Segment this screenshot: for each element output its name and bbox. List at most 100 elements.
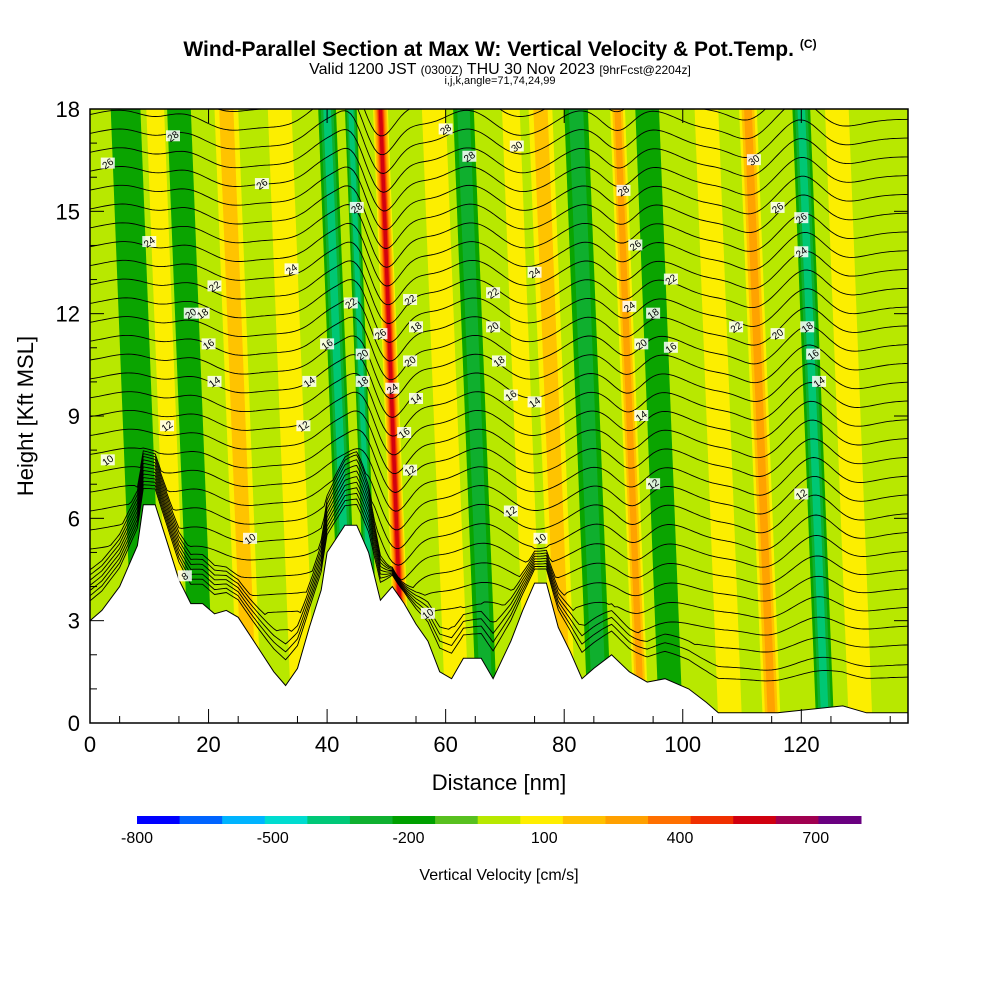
theta-contour-label: 14 bbox=[302, 375, 318, 391]
theta-contour-label: 26 bbox=[101, 156, 117, 172]
theta-contour-label: 18 bbox=[356, 375, 372, 391]
theta-contour bbox=[90, 462, 908, 581]
theta-contour-label: 12 bbox=[403, 463, 419, 479]
theta-contour-label: 26 bbox=[255, 177, 271, 193]
theta-contour bbox=[90, 451, 908, 531]
velocity-band bbox=[694, 109, 742, 723]
colorbar-swatch bbox=[179, 816, 223, 824]
colorbar-tick-label: 100 bbox=[531, 830, 558, 847]
theta-contour bbox=[90, 391, 908, 456]
theta-contour-labels: 28 26 26 28 28 28 30 28 30 26 26 24 24 24 26 24 22 22 22 22… bbox=[101, 122, 828, 622]
theta-contour-label: 14 bbox=[207, 375, 223, 391]
theta-contour bbox=[90, 279, 908, 343]
theta-contour-label: 24 bbox=[794, 245, 810, 261]
theta-contour-label: 16 bbox=[504, 388, 520, 404]
y-tick-label: 9 bbox=[68, 404, 80, 429]
theta-contour-label: 22 bbox=[664, 272, 680, 288]
theta-contour-label: 10 bbox=[243, 532, 259, 548]
x-tick-label: 100 bbox=[664, 732, 701, 757]
y-tick-label: 15 bbox=[56, 199, 80, 224]
theta-contour-label: 28 bbox=[166, 129, 182, 145]
theta-contour bbox=[90, 185, 908, 250]
x-tick-label: 20 bbox=[196, 732, 220, 757]
copyright-mark: (C) bbox=[799, 37, 817, 51]
theta-contour-label: 22 bbox=[403, 293, 419, 309]
y-tick-label: 0 bbox=[68, 711, 80, 736]
theta-contour-label: 12 bbox=[646, 477, 662, 493]
theta-contour bbox=[90, 316, 908, 381]
theta-contour bbox=[90, 484, 908, 671]
svg-text:8: 8 bbox=[180, 571, 191, 583]
colorbar-tick-label: 700 bbox=[802, 830, 829, 847]
velocity-band bbox=[825, 109, 873, 723]
theta-contour-label: 14 bbox=[527, 395, 543, 411]
x-tick-label: 60 bbox=[433, 732, 457, 757]
terrain-mask bbox=[89, 504, 909, 724]
colorbar-swatch bbox=[435, 816, 479, 824]
theta-contour-label: 20 bbox=[770, 327, 786, 343]
theta-contour bbox=[90, 222, 908, 287]
theta-contour bbox=[90, 466, 908, 589]
theta-contour-label: 10 bbox=[101, 453, 117, 469]
colorbar-label: Vertical Velocity [cm/s] bbox=[419, 867, 578, 884]
theta-contour bbox=[90, 354, 908, 418]
theta-contour-label: 30 bbox=[510, 139, 526, 155]
colorbar-swatch bbox=[690, 816, 734, 824]
section-params: i,j,k,angle=71,74,24,99 bbox=[444, 75, 556, 87]
colorbar-swatch bbox=[775, 816, 819, 824]
theta-contour-label: 12 bbox=[160, 419, 176, 435]
theta-contour-label: 26 bbox=[373, 327, 389, 343]
x-tick-label: 80 bbox=[552, 732, 576, 757]
velocity-band bbox=[219, 109, 258, 723]
theta-contour-label: 14 bbox=[634, 409, 650, 425]
theta-contour bbox=[90, 410, 908, 475]
colorbar-swatch bbox=[520, 816, 564, 824]
colorbar-swatch bbox=[264, 816, 308, 824]
theta-contour-label: 28 bbox=[616, 184, 632, 200]
colorbar-swatch bbox=[477, 816, 521, 824]
theta-contour bbox=[90, 129, 908, 193]
theta-contour-label: 24 bbox=[622, 300, 638, 316]
theta-contour-label: 26 bbox=[770, 201, 786, 217]
theta-contour-label: 22 bbox=[729, 320, 745, 336]
theta-contour-label: 12 bbox=[794, 487, 810, 503]
theta-contour-label: 18 bbox=[195, 307, 211, 323]
forecast-info: [9hrFcst@2204z] bbox=[599, 63, 691, 77]
colorbar-swatch bbox=[349, 816, 394, 824]
velocity-band bbox=[146, 109, 188, 723]
theta-contour-label: 24 bbox=[527, 266, 543, 282]
theta-contour-label: 16 bbox=[664, 341, 680, 357]
colorbar-tick-label: 400 bbox=[667, 830, 694, 847]
theta-contour bbox=[90, 147, 908, 212]
theta-contour-label: 20 bbox=[356, 347, 372, 363]
theta-contour-label: 26 bbox=[794, 211, 810, 227]
colorbar-swatch bbox=[307, 816, 351, 824]
valid-time: Valid 1200 JST bbox=[309, 61, 417, 78]
theta-contour bbox=[90, 241, 908, 306]
theta-contour bbox=[216, 109, 767, 137]
x-tick-label: 40 bbox=[315, 732, 339, 757]
colorbar-swatch bbox=[733, 816, 777, 824]
theta-contour-label: 28 bbox=[350, 201, 366, 217]
y-axis-label: Height [Kft MSL] bbox=[13, 336, 38, 496]
theta-contour-label: 20 bbox=[486, 320, 502, 336]
colorbar-swatch bbox=[648, 816, 692, 824]
theta-contour-label: 20 bbox=[634, 337, 650, 353]
velocity-band bbox=[614, 109, 645, 723]
theta-contour-label: 14 bbox=[812, 375, 828, 391]
theta-contour-label: 14 bbox=[409, 392, 425, 408]
theta-contour-label: 28 bbox=[439, 122, 455, 138]
velocity-band bbox=[267, 109, 316, 723]
velocity-band bbox=[797, 109, 829, 723]
colorbar-swatch bbox=[818, 816, 862, 824]
theta-contour bbox=[90, 487, 908, 682]
theta-contour-label: 12 bbox=[296, 419, 312, 435]
theta-contour bbox=[90, 473, 908, 619]
theta-contour-label: 24 bbox=[284, 262, 300, 278]
velocity-band bbox=[744, 109, 776, 723]
theta-contour bbox=[90, 429, 908, 493]
valid-utc: (0300Z) bbox=[420, 63, 463, 77]
theta-contour-label: 18 bbox=[492, 354, 508, 370]
velocity-band bbox=[635, 109, 683, 723]
